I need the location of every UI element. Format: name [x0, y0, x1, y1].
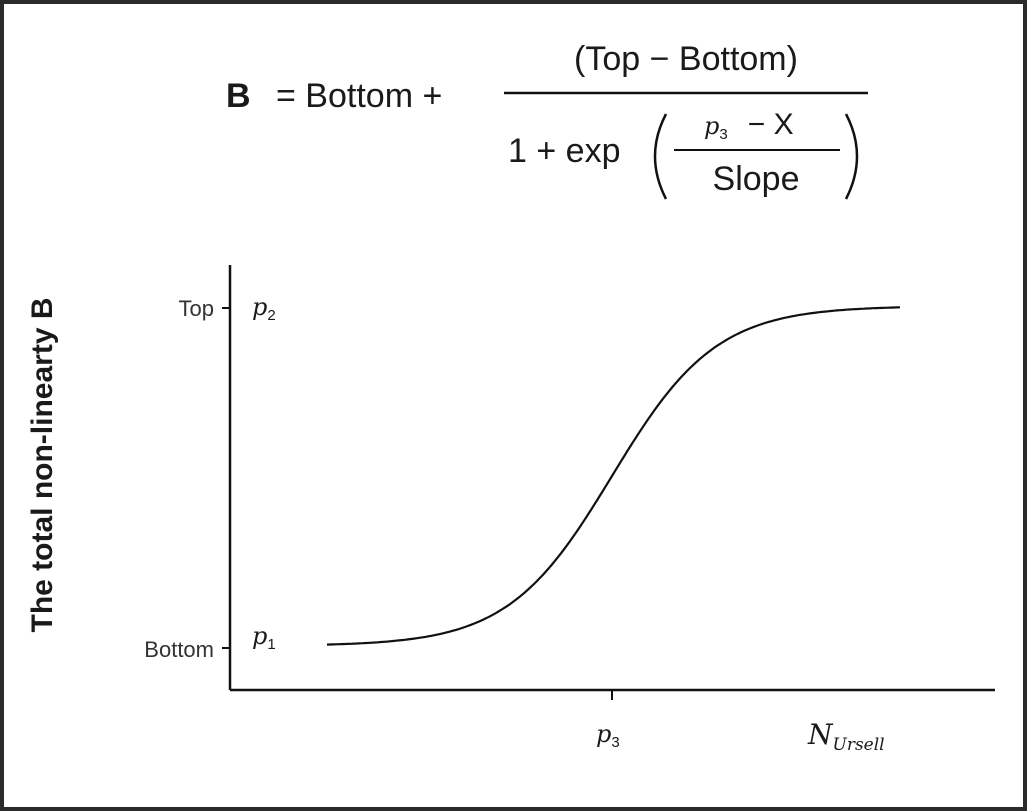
y-tick-label: Bottom [144, 637, 214, 662]
subscript: 3 [611, 734, 619, 751]
symbol: p [252, 622, 267, 650]
subscript: 1 [267, 636, 275, 653]
inner-rest: − X [748, 108, 794, 141]
symbol: p [252, 293, 267, 321]
y-tick-label: Top [179, 296, 214, 321]
formula-lhs: B [226, 77, 251, 115]
formula-denominator-prefix: 1 + exp [508, 132, 620, 170]
formula-equals: = Bottom + [276, 77, 442, 115]
paren-right [844, 113, 859, 200]
subscript: Ursell [833, 735, 885, 755]
param-label: p1 [252, 622, 276, 653]
x-axis-label: NUrsell [807, 718, 885, 755]
plot: The total non-linearty B Top Bottom p2 p… [26, 265, 995, 755]
diagram: B = Bottom + (Top − Bottom) 1 + exp p3− … [26, 40, 995, 755]
paren-left [653, 113, 668, 200]
y-axis-label: The total non-linearty B [26, 297, 59, 632]
subscript: 3 [719, 126, 727, 143]
subscript: 2 [267, 307, 275, 324]
formula-numerator: (Top − Bottom) [574, 40, 798, 78]
symbol: p [704, 112, 719, 140]
formula: B = Bottom + (Top − Bottom) 1 + exp p3 − … [226, 40, 868, 200]
sigmoid-curve [326, 306, 901, 646]
param-label: p2 [252, 293, 276, 324]
symbol: p [596, 720, 611, 748]
symbol: N [807, 718, 834, 751]
inner-numerator: p3 − X [704, 108, 794, 143]
x-tick-label: p3 [596, 720, 620, 751]
inner-denominator: Slope [713, 160, 800, 198]
